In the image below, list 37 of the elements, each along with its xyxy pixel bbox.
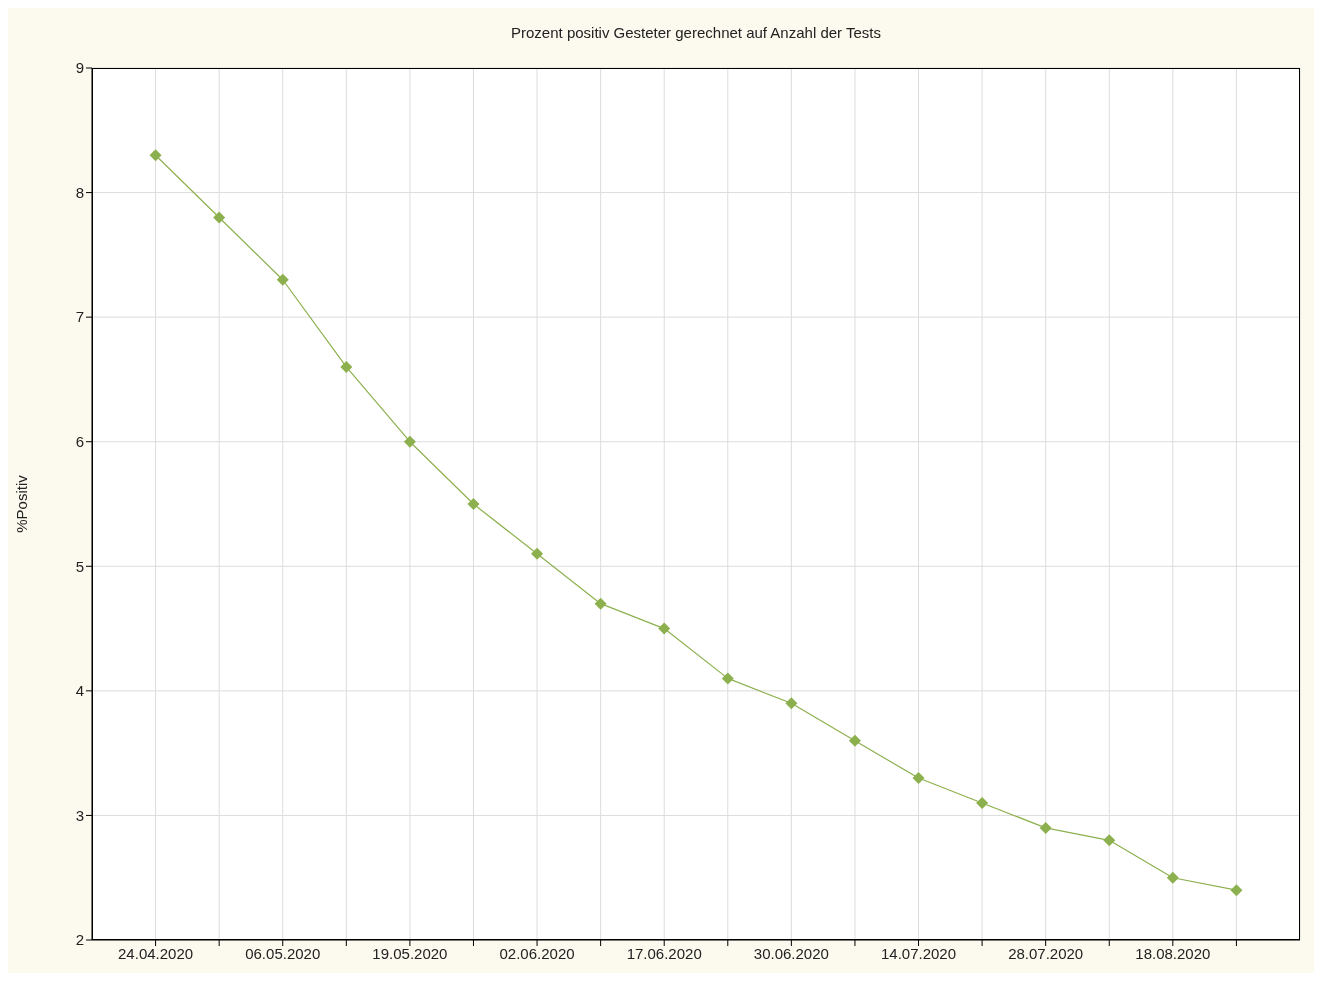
point	[1103, 834, 1116, 847]
y-tick-label: 3	[75, 806, 84, 824]
y-tick-label: 5	[75, 557, 84, 575]
x-tick-label: 06.05.2020	[245, 944, 321, 962]
point	[1039, 821, 1052, 834]
point	[213, 211, 226, 224]
point	[912, 772, 925, 785]
point	[976, 796, 989, 809]
point	[658, 622, 671, 635]
y-tick-label: 4	[75, 682, 84, 700]
point	[467, 498, 480, 510]
point	[594, 597, 607, 610]
y-tick-label: 9	[75, 59, 84, 77]
y-tick-label: 8	[75, 183, 84, 201]
y-tick-label: 2	[75, 931, 84, 949]
point	[403, 435, 416, 448]
x-tick-label: 24.04.2020	[118, 944, 194, 962]
point	[721, 672, 734, 685]
point	[149, 149, 162, 162]
y-tick-label: 7	[75, 308, 84, 326]
point	[276, 273, 289, 286]
x-tick-label: 30.06.2020	[753, 944, 829, 962]
chart-title: Prozent positiv Gesteter gerechnet auf Anzahl der Tests	[510, 24, 882, 41]
x-tick-label: 17.06.2020	[626, 944, 702, 962]
x-tick-label: 19.05.2020	[372, 944, 448, 962]
point	[531, 547, 544, 560]
x-tick-label: 28.07.2020	[1008, 944, 1084, 962]
y-axis-title: %Positiv	[13, 474, 31, 533]
x-tick-label: 18.08.2020	[1135, 944, 1211, 962]
point	[1230, 884, 1243, 897]
point	[340, 360, 353, 373]
y-tick-label: 6	[75, 433, 84, 451]
point	[848, 734, 861, 747]
point	[1166, 871, 1179, 884]
x-tick-label: 02.06.2020	[499, 944, 575, 962]
point	[785, 697, 798, 710]
x-tick-label: 14.07.2020	[880, 944, 957, 962]
